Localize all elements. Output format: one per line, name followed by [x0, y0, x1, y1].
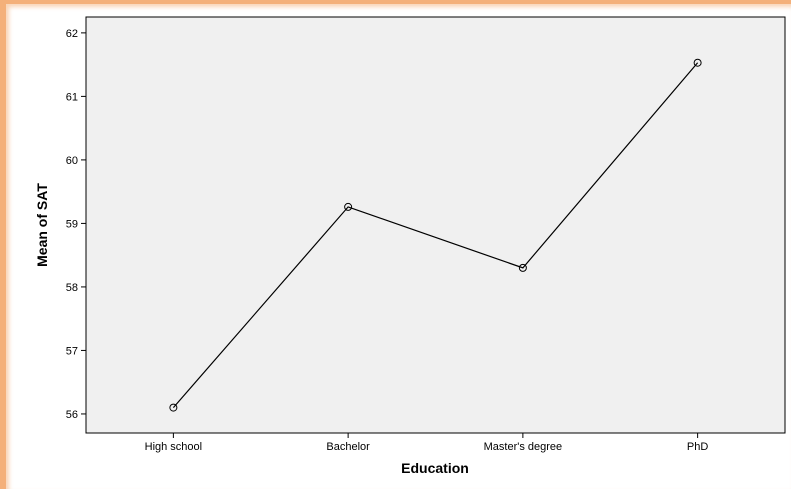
- data-point: [344, 202, 353, 211]
- series-line: [172, 62, 699, 408]
- y-tick-label: 56: [66, 409, 78, 421]
- plot-area: [85, 16, 786, 434]
- y-tick-label: 59: [66, 218, 78, 230]
- y-axis-title: Mean of SAT: [34, 183, 50, 267]
- data-point: [518, 263, 527, 272]
- data-point: [693, 58, 702, 67]
- x-tick-label: Master's degree: [484, 441, 563, 453]
- x-axis-title: Education: [401, 460, 469, 476]
- y-tick-label: 60: [66, 155, 78, 167]
- y-tick-label: 57: [66, 345, 78, 357]
- data-markers: [169, 58, 702, 412]
- y-tick-label: 62: [66, 28, 78, 40]
- x-tick-label: Bachelor: [326, 441, 370, 453]
- y-tick-label: 61: [66, 91, 78, 103]
- x-tick-label: PhD: [687, 441, 708, 453]
- x-axis: High school Bachelor Master's degree PhD: [145, 433, 708, 453]
- x-tick-label: High school: [145, 441, 202, 453]
- y-axis: 56 57 58 59 60 61 62: [66, 28, 86, 421]
- y-tick-label: 58: [66, 282, 78, 294]
- data-point: [169, 403, 178, 412]
